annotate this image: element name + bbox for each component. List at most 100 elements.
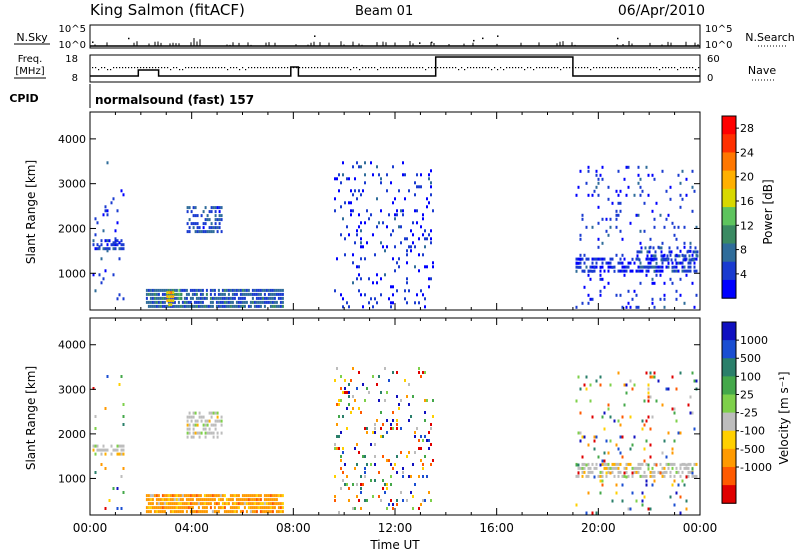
heatmap-cell bbox=[378, 399, 380, 402]
heatmap-cell bbox=[422, 253, 424, 257]
heatmap-cell bbox=[265, 296, 268, 300]
heatmap-cell bbox=[613, 265, 616, 269]
heatmap-cell bbox=[208, 431, 211, 435]
heatmap-cell bbox=[396, 289, 398, 293]
heatmap-cell bbox=[213, 510, 216, 514]
heatmap-cell bbox=[348, 487, 350, 490]
heatmap-cell bbox=[380, 241, 382, 245]
heatmap-cell bbox=[334, 177, 336, 181]
heatmap-cell bbox=[362, 245, 364, 249]
power-x-ticks bbox=[89, 112, 701, 310]
heatmap-cell bbox=[432, 261, 434, 265]
heatmap-cell bbox=[149, 288, 152, 292]
heatmap-cell bbox=[210, 226, 213, 230]
heatmap-cell bbox=[201, 296, 204, 300]
heatmap-cell bbox=[402, 209, 404, 213]
freq-dot bbox=[665, 67, 667, 69]
heatmap-cell bbox=[241, 510, 244, 514]
heatmap-cell bbox=[378, 173, 380, 177]
heatmap-cell bbox=[595, 511, 598, 515]
heatmap-cell bbox=[679, 371, 682, 375]
heatmap-cell bbox=[168, 303, 171, 307]
heatmap-cell bbox=[344, 483, 346, 486]
heatmap-cell bbox=[177, 494, 180, 498]
heatmap-cell bbox=[163, 510, 166, 514]
heatmap-cell bbox=[204, 218, 207, 222]
heatmap-cell bbox=[587, 443, 590, 447]
heatmap-cell bbox=[587, 193, 590, 197]
heatmap-cell bbox=[212, 435, 215, 439]
colorbar-tick-label: 24 bbox=[740, 146, 754, 159]
freq-dot bbox=[476, 67, 478, 69]
freq-dot bbox=[263, 67, 265, 69]
heatmap-cell bbox=[414, 209, 416, 213]
heatmap-cell bbox=[243, 494, 246, 498]
heatmap-cell bbox=[605, 466, 608, 470]
heatmap-cell bbox=[348, 177, 350, 181]
heatmap-cell bbox=[639, 269, 642, 273]
heatmap-cell bbox=[643, 459, 646, 463]
heatmap-cell bbox=[116, 239, 119, 243]
heatmap-cell bbox=[104, 448, 107, 452]
heatmap-cell bbox=[165, 498, 168, 502]
heatmap-cell bbox=[392, 201, 394, 205]
freq-dot bbox=[563, 67, 565, 69]
heatmap-cell bbox=[422, 293, 424, 297]
heatmap-cell bbox=[418, 371, 420, 374]
heatmap-cell bbox=[215, 502, 218, 506]
heatmap-cell bbox=[639, 466, 642, 470]
heatmap-cell bbox=[575, 265, 578, 269]
heatmap-cell bbox=[108, 247, 111, 251]
heatmap-cell bbox=[579, 253, 582, 257]
heatmap-cell bbox=[593, 439, 596, 443]
heatmap-cell bbox=[194, 419, 197, 423]
heatmap-cell bbox=[388, 459, 390, 462]
heatmap-cell bbox=[693, 474, 696, 478]
heatmap-cell bbox=[659, 471, 662, 475]
heatmap-cell bbox=[631, 466, 634, 470]
heatmap-cell bbox=[206, 214, 209, 218]
heatmap-cell bbox=[640, 250, 643, 254]
heatmap-cell bbox=[366, 431, 368, 434]
heatmap-cell bbox=[181, 502, 184, 506]
heatmap-cell bbox=[215, 296, 218, 300]
heatmap-cell bbox=[414, 435, 416, 438]
heatmap-cell bbox=[273, 292, 276, 296]
heatmap-cell bbox=[396, 423, 398, 426]
heatmap-cell bbox=[599, 470, 602, 474]
heatmap-cell bbox=[352, 253, 354, 257]
heatmap-cell bbox=[691, 185, 694, 189]
heatmap-cell bbox=[231, 510, 234, 514]
heatmap-cell bbox=[376, 273, 378, 277]
heatmap-cell bbox=[255, 304, 258, 308]
heatmap-cell bbox=[122, 452, 125, 456]
heatmap-cell bbox=[396, 371, 398, 374]
freq-dot bbox=[365, 67, 367, 69]
heatmap-cell bbox=[380, 427, 382, 430]
heatmap-cell bbox=[354, 399, 356, 402]
heatmap-cell bbox=[116, 487, 119, 490]
heatmap-cell bbox=[203, 506, 206, 510]
colorbar-swatch bbox=[722, 279, 736, 299]
heatmap-cell bbox=[428, 431, 430, 434]
heatmap-cell bbox=[269, 510, 272, 514]
heatmap-cell bbox=[356, 265, 358, 269]
heatmap-cell bbox=[191, 506, 194, 510]
heatmap-cell bbox=[601, 277, 604, 281]
freq-dot bbox=[689, 67, 691, 69]
heatmap-cell bbox=[157, 494, 160, 498]
heatmap-cell bbox=[110, 201, 113, 205]
colorbar-swatch bbox=[722, 116, 736, 135]
heatmap-cell bbox=[599, 277, 602, 281]
heatmap-cell bbox=[277, 288, 280, 292]
heatmap-cell bbox=[269, 292, 272, 296]
x-axis-title: Time UT bbox=[369, 538, 420, 552]
heatmap-cell bbox=[603, 411, 606, 415]
heatmap-cell bbox=[181, 494, 184, 498]
heatmap-cell bbox=[691, 467, 694, 471]
heatmap-cell bbox=[611, 470, 614, 474]
nsearch-label: N.Search bbox=[745, 31, 795, 44]
heatmap-cell bbox=[243, 296, 246, 300]
colorbar-frame bbox=[721, 115, 737, 299]
heatmap-cell bbox=[275, 510, 278, 514]
